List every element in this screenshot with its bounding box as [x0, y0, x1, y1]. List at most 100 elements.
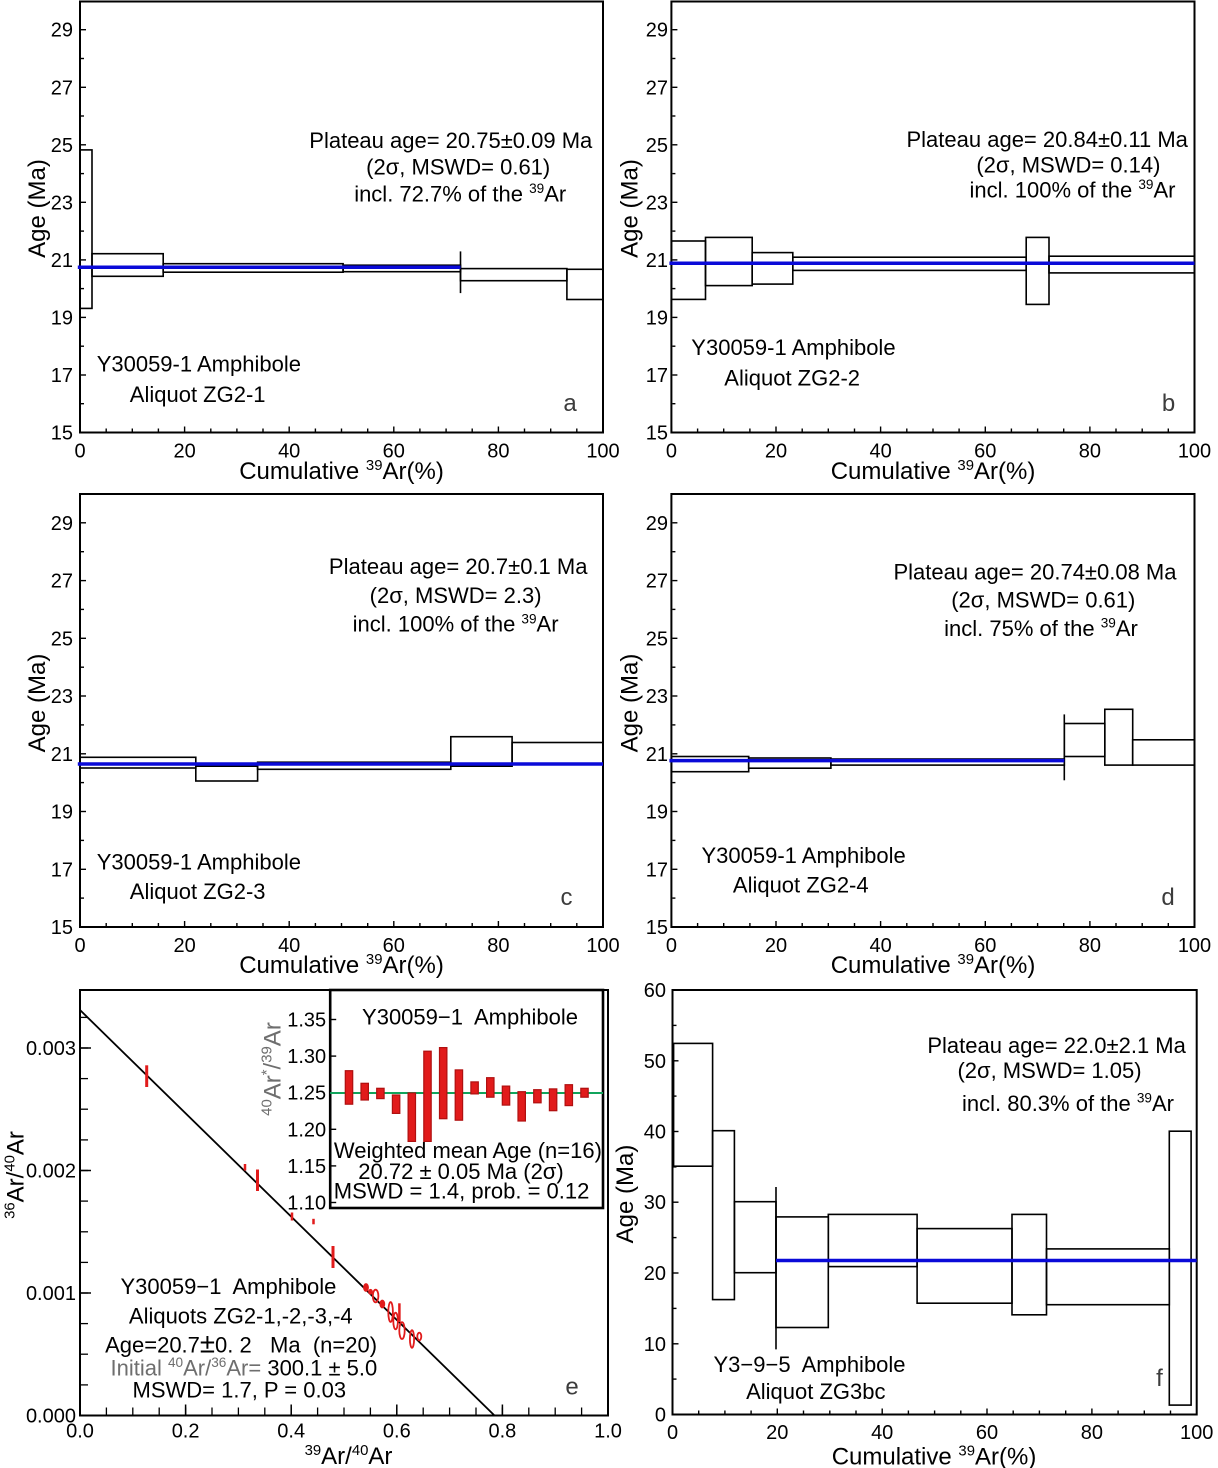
svg-text:1.25: 1.25 — [287, 1083, 326, 1105]
svg-text:40: 40 — [871, 1422, 893, 1444]
svg-text:19: 19 — [646, 802, 668, 824]
svg-text:80: 80 — [1079, 441, 1101, 463]
svg-text:100: 100 — [1178, 441, 1211, 463]
svg-text:20: 20 — [173, 441, 195, 463]
svg-text:Age (Ma): Age (Ma) — [24, 654, 51, 753]
svg-text:27: 27 — [51, 571, 73, 593]
svg-text:40Ar*/39Ar: 40Ar*/39Ar — [259, 1022, 286, 1116]
svg-text:20.72 ± 0.05 Ma (2σ): 20.72 ± 0.05 Ma (2σ) — [358, 1159, 563, 1184]
svg-text:(2σ, MSWD= 0.61): (2σ, MSWD= 0.61) — [951, 588, 1135, 613]
svg-text:40: 40 — [644, 1122, 666, 1144]
svg-text:21: 21 — [646, 250, 668, 272]
svg-text:21: 21 — [51, 250, 73, 272]
svg-text:Y30059-1 Amphibole: Y30059-1 Amphibole — [97, 849, 301, 874]
svg-text:(2σ, MSWD= 2.3): (2σ, MSWD= 2.3) — [370, 583, 542, 608]
svg-text:Cumulative 39Ar(%): Cumulative 39Ar(%) — [832, 1443, 1037, 1468]
svg-text:80: 80 — [1079, 935, 1101, 957]
svg-text:0.6: 0.6 — [383, 1421, 411, 1443]
svg-text:0: 0 — [666, 441, 677, 463]
svg-text:Aliquot ZG3bc: Aliquot ZG3bc — [746, 1379, 885, 1404]
svg-text:21: 21 — [646, 744, 668, 766]
svg-text:20: 20 — [173, 935, 195, 957]
svg-text:25: 25 — [51, 628, 73, 650]
svg-text:27: 27 — [646, 77, 668, 99]
svg-text:b: b — [1162, 390, 1175, 417]
svg-text:Y30059-1 Amphibole: Y30059-1 Amphibole — [702, 843, 906, 868]
svg-text:25: 25 — [646, 135, 668, 157]
svg-text:incl. 100% of the 39Ar: incl. 100% of the 39Ar — [970, 177, 1176, 202]
svg-text:29: 29 — [51, 513, 73, 535]
svg-text:23: 23 — [51, 686, 73, 708]
svg-text:80: 80 — [1081, 1422, 1103, 1444]
svg-text:15: 15 — [51, 917, 73, 939]
svg-text:Cumulative 39Ar(%): Cumulative 39Ar(%) — [831, 952, 1036, 979]
svg-text:Y30059−1 Amphibole: Y30059−1 Amphibole — [362, 1005, 578, 1030]
svg-text:a: a — [563, 390, 577, 417]
svg-text:15: 15 — [51, 423, 73, 445]
svg-text:80: 80 — [487, 935, 509, 957]
svg-text:Y30059-1 Amphibole: Y30059-1 Amphibole — [691, 335, 895, 360]
svg-text:0: 0 — [655, 1405, 666, 1427]
svg-text:21: 21 — [51, 744, 73, 766]
svg-text:0: 0 — [74, 441, 85, 463]
svg-text:17: 17 — [51, 859, 73, 881]
svg-text:Age (Ma): Age (Ma) — [24, 159, 51, 258]
svg-text:Cumulative 39Ar(%): Cumulative 39Ar(%) — [239, 952, 444, 979]
svg-text:19: 19 — [646, 307, 668, 329]
svg-text:Plateau age= 20.74±0.08 Ma: Plateau age= 20.74±0.08 Ma — [893, 560, 1177, 585]
svg-text:Aliquots ZG2-1,-2,-3,-4: Aliquots ZG2-1,-2,-3,-4 — [129, 1303, 353, 1328]
svg-text:10: 10 — [644, 1334, 666, 1356]
svg-text:0: 0 — [667, 1422, 678, 1444]
svg-text:20: 20 — [765, 441, 787, 463]
svg-text:Aliquot ZG2-2: Aliquot ZG2-2 — [724, 366, 860, 391]
svg-text:1.0: 1.0 — [594, 1421, 622, 1443]
svg-text:60: 60 — [976, 1422, 998, 1444]
svg-text:29: 29 — [646, 513, 668, 535]
svg-text:Y3−9−5 Amphibole: Y3−9−5 Amphibole — [714, 1352, 906, 1377]
svg-text:23: 23 — [51, 192, 73, 214]
svg-text:(2σ, MSWD= 0.14): (2σ, MSWD= 0.14) — [976, 153, 1160, 178]
svg-text:40: 40 — [278, 441, 300, 463]
svg-text:30: 30 — [644, 1192, 666, 1214]
svg-text:0: 0 — [74, 935, 85, 957]
svg-text:40: 40 — [278, 935, 300, 957]
svg-text:Y30059−1 Amphibole: Y30059−1 Amphibole — [121, 1274, 337, 1299]
svg-text:Weighted mean Age (n=16): Weighted mean Age (n=16) — [334, 1138, 602, 1163]
svg-text:0: 0 — [666, 935, 677, 957]
svg-text:27: 27 — [646, 571, 668, 593]
svg-text:0.4: 0.4 — [277, 1421, 305, 1443]
svg-text:19: 19 — [51, 802, 73, 824]
svg-text:(2σ, MSWD= 1.05): (2σ, MSWD= 1.05) — [957, 1058, 1141, 1083]
svg-text:incl. 75% of the 39Ar: incl. 75% of the 39Ar — [944, 616, 1138, 641]
svg-text:0.2: 0.2 — [172, 1421, 200, 1443]
svg-text:Plateau age= 22.0±2.1 Ma: Plateau age= 22.0±2.1 Ma — [927, 1033, 1186, 1058]
svg-text:1.10: 1.10 — [287, 1193, 326, 1215]
svg-text:f: f — [1156, 1365, 1163, 1392]
svg-text:15: 15 — [646, 423, 668, 445]
svg-text:0.0: 0.0 — [66, 1421, 94, 1443]
svg-text:incl. 72.7% of the 39Ar: incl. 72.7% of the 39Ar — [354, 181, 566, 206]
svg-text:0.001: 0.001 — [26, 1283, 76, 1305]
svg-text:MSWD = 1.4, prob. = 0.12: MSWD = 1.4, prob. = 0.12 — [334, 1179, 590, 1204]
svg-text:MSWD= 1.7, P = 0.03: MSWD= 1.7, P = 0.03 — [133, 1378, 347, 1403]
svg-text:20: 20 — [644, 1263, 666, 1285]
svg-text:60: 60 — [644, 980, 666, 1002]
svg-text:60: 60 — [383, 441, 405, 463]
svg-text:Aliquot ZG2-1: Aliquot ZG2-1 — [130, 382, 266, 407]
svg-text:Y30059-1 Amphibole: Y30059-1 Amphibole — [97, 352, 301, 377]
svg-text:20: 20 — [766, 1422, 788, 1444]
svg-text:25: 25 — [646, 628, 668, 650]
svg-text:60: 60 — [383, 935, 405, 957]
svg-text:40: 40 — [869, 935, 891, 957]
svg-text:1.20: 1.20 — [287, 1119, 326, 1141]
svg-text:39Ar/40Ar: 39Ar/40Ar — [305, 1443, 393, 1468]
svg-text:(2σ, MSWD= 0.61): (2σ, MSWD= 0.61) — [366, 155, 550, 180]
svg-text:100: 100 — [586, 441, 619, 463]
svg-text:Age (Ma): Age (Ma) — [617, 654, 644, 753]
svg-text:25: 25 — [51, 135, 73, 157]
svg-text:Cumulative 39Ar(%): Cumulative 39Ar(%) — [239, 458, 444, 485]
svg-text:Initial 40Ar/36Ar= 300.1 ± 5.0: Initial 40Ar/36Ar= 300.1 ± 5.0 — [111, 1355, 378, 1380]
svg-text:29: 29 — [646, 20, 668, 42]
svg-text:19: 19 — [51, 307, 73, 329]
svg-text:100: 100 — [586, 935, 619, 957]
